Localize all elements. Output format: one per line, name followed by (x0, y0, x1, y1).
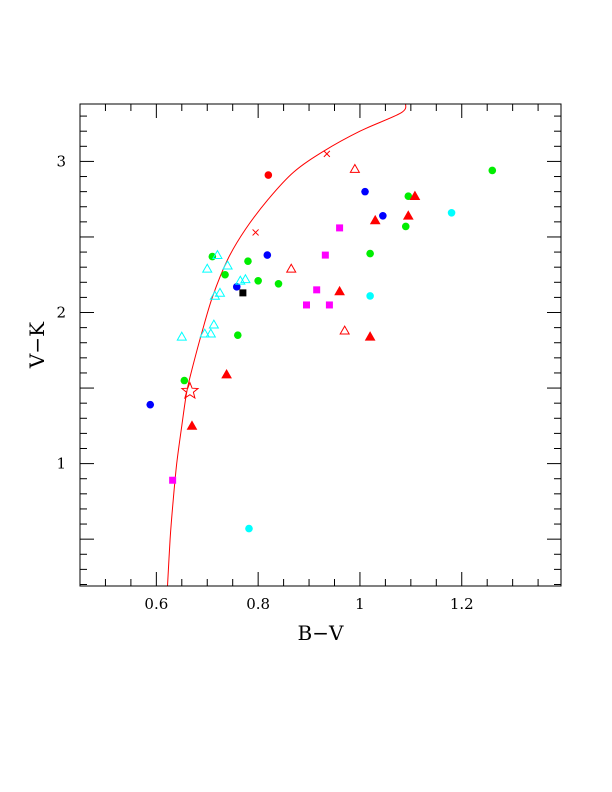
data-point-circle (274, 280, 283, 288)
data-point-open-triangle (205, 328, 217, 338)
data-point-triangle (334, 285, 345, 296)
y-axis-label: V−K (25, 321, 49, 369)
y-tick-label: 3 (56, 152, 66, 170)
data-point-triangle (221, 368, 232, 379)
model-curve (167, 104, 407, 586)
data-point-open-triangle (339, 325, 351, 335)
data-point-triangle (369, 214, 381, 225)
data-point-circle (366, 292, 374, 300)
data-point-circle (401, 222, 410, 231)
data-point-circle (221, 270, 229, 279)
curve-cross-marker (252, 229, 259, 236)
data-point-circle (233, 331, 242, 339)
data-point-open-triangle (285, 263, 297, 273)
data-point-circle (180, 376, 189, 385)
data-point-circle (404, 192, 413, 200)
data-point-square (336, 224, 344, 232)
plot-frame (79, 103, 562, 587)
data-point-circle (447, 208, 456, 217)
data-point-open-triangle (222, 260, 233, 270)
data-point-circle (254, 276, 262, 285)
data-point-circle (361, 187, 369, 196)
data-point-circle (366, 249, 374, 258)
data-point-circle (263, 251, 272, 259)
y-tick-label: 1 (56, 455, 66, 473)
data-point-circle (245, 524, 253, 533)
data-point-open-triangle (349, 163, 361, 173)
data-point-square (321, 251, 329, 259)
data-point-open-triangle (214, 287, 226, 297)
data-point-square (325, 301, 333, 309)
x-tick-label: 1 (355, 595, 365, 613)
data-point-circle (244, 257, 252, 265)
data-point-circle (232, 283, 241, 291)
sun-star-marker (180, 381, 200, 400)
data-point-open-triangle (201, 263, 213, 273)
x-tick-label: 1.2 (450, 595, 474, 613)
data-point-circle (264, 171, 273, 179)
x-tick-label: 0.6 (144, 595, 168, 613)
data-point-triangle (186, 420, 198, 430)
y-tick-label: 2 (56, 304, 66, 322)
data-point-open-triangle (212, 249, 223, 259)
data-point-square (239, 289, 247, 297)
data-point-open-triangle (209, 290, 221, 300)
data-point-square (313, 286, 321, 294)
x-tick-label: 0.8 (246, 595, 270, 613)
data-point-open-triangle (176, 331, 188, 341)
curve-cross-marker (323, 150, 331, 158)
data-point-open-triangle (208, 319, 220, 329)
data-point-circle (379, 212, 387, 220)
tick-marks (80, 104, 561, 586)
tick-labels: 0.6 0.8 1 1.2 1 2 3 (56, 152, 473, 613)
data-point-triangle (402, 210, 414, 220)
data-points (146, 163, 497, 533)
data-point-triangle (364, 331, 376, 341)
data-point-circle (488, 166, 497, 175)
x-axis-label: B−V (298, 621, 344, 645)
model-curve-line (167, 104, 407, 586)
data-point-open-triangle (240, 273, 251, 284)
data-point-triangle (409, 190, 421, 201)
data-point-circle (146, 400, 155, 409)
data-point-open-triangle (199, 328, 211, 338)
data-point-square (303, 301, 311, 309)
data-point-square (169, 476, 177, 484)
